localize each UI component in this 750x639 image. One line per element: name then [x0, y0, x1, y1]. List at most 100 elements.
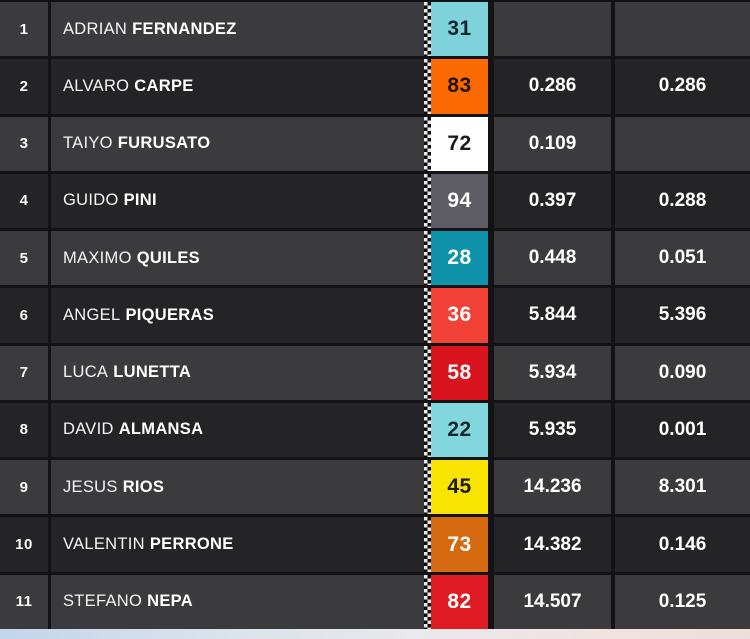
column-divider [488, 402, 494, 458]
gap-to-previous: 0.288 [658, 189, 707, 211]
table-row: 2 ALVARO CARPE 83 0.286 0.286 [0, 59, 750, 117]
rider-last-name: LUNETTA [113, 363, 192, 382]
rider-name: DAVID ALMANSA [51, 403, 424, 457]
table-row: 7 LUCA LUNETTA 58 5.934 0.090 [0, 345, 750, 403]
rider-name: ADRIAN FERNANDEZ [51, 2, 424, 56]
column-divider [488, 59, 494, 114]
checkered-flag-strip [424, 460, 431, 515]
column-divider [611, 2, 615, 57]
rider-number-badge: 94 [431, 173, 488, 229]
rider-first-name: LUCA [63, 363, 109, 382]
rider-number-badge: 36 [431, 288, 488, 343]
rider-first-name: ANGEL [63, 305, 121, 324]
position-label: 9 [19, 478, 29, 496]
position-label: 10 [15, 536, 33, 554]
checkered-flag-strip [424, 517, 431, 572]
rider-number-badge: 82 [431, 574, 488, 629]
gap-to-previous: 5.396 [658, 304, 707, 326]
rider-name: LUCA LUNETTA [51, 346, 424, 400]
gap-to-leader: 14.382 [523, 533, 582, 555]
rider-last-name: ALMANSA [118, 420, 204, 439]
rider-first-name: JESUS [63, 477, 118, 496]
rider-last-name: FURUSATO [117, 134, 211, 153]
table-row: 8 DAVID ALMANSA 22 5.935 0.001 [0, 402, 750, 461]
checkered-flag-strip [424, 345, 431, 400]
rider-name: MAXIMO QUILES [51, 231, 424, 285]
gap-to-previous: 0.001 [658, 418, 707, 440]
rider-last-name: QUILES [136, 248, 200, 267]
rider-first-name: GUIDO [63, 191, 119, 210]
column-divider [48, 402, 51, 458]
column-divider [488, 2, 494, 57]
rider-number-badge: 31 [431, 2, 488, 57]
gap-to-leader: 14.236 [523, 476, 582, 498]
column-divider [611, 173, 615, 229]
rider-name: ANGEL PIQUERAS [51, 288, 424, 342]
column-divider [488, 288, 494, 343]
rider-number-badge: 58 [431, 345, 488, 400]
table-row: 11 STEFANO NEPA 82 14.507 0.125 [0, 574, 750, 629]
position-label: 3 [19, 135, 29, 153]
table-row: 10 VALENTIN PERRONE 73 14.382 0.146 [0, 517, 750, 575]
table-row: 9 JESUS RIOS 45 14.236 8.301 [0, 460, 750, 518]
table-row: 6 ANGEL PIQUERAS 36 5.844 5.396 [0, 288, 750, 346]
gap-to-leader: 0.109 [528, 132, 577, 154]
rider-number-badge: 22 [431, 402, 488, 458]
gap-to-previous: 0.125 [658, 590, 707, 612]
column-divider [611, 59, 615, 114]
gap-to-previous: 8.301 [658, 476, 707, 498]
gap-to-previous [615, 117, 750, 171]
rider-name: GUIDO PINI [51, 174, 424, 228]
rider-first-name: VALENTIN [63, 535, 145, 554]
rider-name: JESUS RIOS [51, 460, 424, 514]
column-divider [488, 460, 494, 515]
column-divider [48, 2, 51, 57]
gap-to-leader [494, 2, 611, 56]
rider-last-name: CARPE [134, 76, 194, 95]
gap-to-leader: 0.397 [528, 189, 577, 211]
checkered-flag-strip [424, 173, 431, 229]
rider-number-badge: 45 [431, 460, 488, 515]
gap-to-previous [615, 2, 750, 56]
rider-last-name: PERRONE [149, 535, 234, 554]
gap-to-previous: 0.146 [658, 533, 707, 555]
column-divider [611, 460, 615, 515]
position-label: 7 [19, 364, 29, 382]
position-label: 2 [19, 77, 29, 95]
column-divider [488, 231, 494, 286]
column-divider [48, 574, 51, 629]
column-divider [48, 288, 51, 343]
rider-name: ALVARO CARPE [51, 59, 424, 113]
column-divider [611, 402, 615, 458]
table-row: 3 TAIYO FURUSATO 72 0.109 [0, 116, 750, 174]
column-divider [611, 288, 615, 343]
column-divider [488, 173, 494, 229]
checkered-flag-strip [424, 2, 431, 57]
position-label: 8 [19, 421, 29, 439]
column-divider [611, 116, 615, 171]
rider-first-name: ALVARO [63, 76, 130, 95]
position-label: 6 [19, 306, 29, 324]
rider-number-badge: 83 [431, 59, 488, 114]
column-divider [611, 574, 615, 629]
gap-to-leader: 0.286 [528, 75, 577, 97]
rider-number-badge: 72 [431, 116, 488, 171]
column-divider [48, 460, 51, 515]
rider-name: VALENTIN PERRONE [51, 517, 424, 571]
column-divider [488, 345, 494, 400]
position-label: 5 [19, 249, 29, 267]
column-divider [48, 173, 51, 229]
rider-last-name: NEPA [147, 592, 193, 611]
position-label: 1 [19, 20, 29, 38]
checkered-flag-strip [424, 231, 431, 286]
checkered-flag-strip [424, 402, 431, 458]
column-divider [48, 116, 51, 171]
column-divider [48, 231, 51, 286]
gap-to-leader: 5.934 [528, 361, 577, 383]
column-divider [48, 59, 51, 114]
gap-to-previous: 0.286 [658, 75, 707, 97]
column-divider [611, 231, 615, 286]
rider-first-name: STEFANO [63, 592, 143, 611]
gap-to-leader: 14.507 [523, 590, 582, 612]
